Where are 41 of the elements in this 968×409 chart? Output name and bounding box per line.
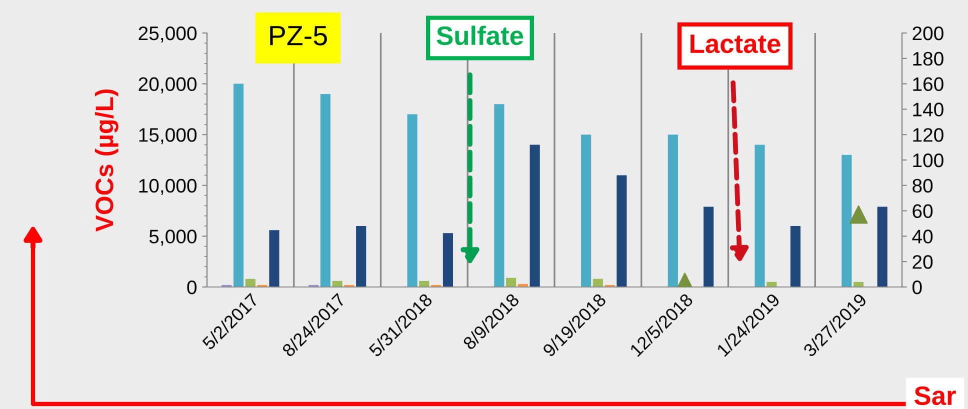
bar (704, 206, 714, 287)
y2-tick-label: 180 (913, 52, 944, 66)
y-tick-label: 15,000 (139, 128, 197, 144)
bar (668, 134, 678, 287)
bar (754, 144, 765, 287)
y2-tick-label: 0 (912, 280, 922, 294)
text: Sar (914, 386, 956, 406)
annotation: Lactate (690, 34, 780, 54)
bar (581, 134, 592, 287)
y-tick-label: 5,000 (149, 230, 197, 246)
y-tick-label: 25,000 (138, 26, 197, 43)
y2-tick-label: 200 (912, 26, 944, 40)
bar (592, 278, 603, 287)
annotation: Sulfate (436, 26, 524, 46)
bar (356, 226, 366, 287)
annotation: PZ-5 (270, 26, 327, 46)
bar (269, 230, 280, 287)
bar (506, 278, 516, 287)
bar (790, 226, 801, 287)
y2-tick-label: 40 (912, 230, 933, 244)
y-tick-label: 0 (187, 280, 197, 294)
bar (494, 104, 504, 287)
y2-tick-label: 140 (913, 102, 944, 116)
y-axis-title: VOCs (µg/L) (94, 89, 118, 232)
y2-tick-label: 120 (913, 128, 944, 142)
bar (245, 278, 256, 287)
bar (616, 175, 627, 287)
y2-tick-label: 160 (913, 77, 944, 92)
bar (530, 144, 540, 287)
y-tick-label: 20,000 (138, 77, 197, 94)
bar (407, 114, 418, 287)
y2-tick-label: 60 (912, 204, 933, 218)
bar (320, 94, 330, 287)
bar (877, 206, 888, 287)
y2-tick-label: 80 (912, 178, 933, 193)
bar (842, 154, 852, 287)
y2-tick-label: 100 (913, 153, 944, 168)
y-tick-label: 10,000 (139, 178, 197, 195)
bar (234, 84, 244, 287)
bar (442, 233, 454, 287)
y2-tick-label: 20 (912, 255, 933, 269)
